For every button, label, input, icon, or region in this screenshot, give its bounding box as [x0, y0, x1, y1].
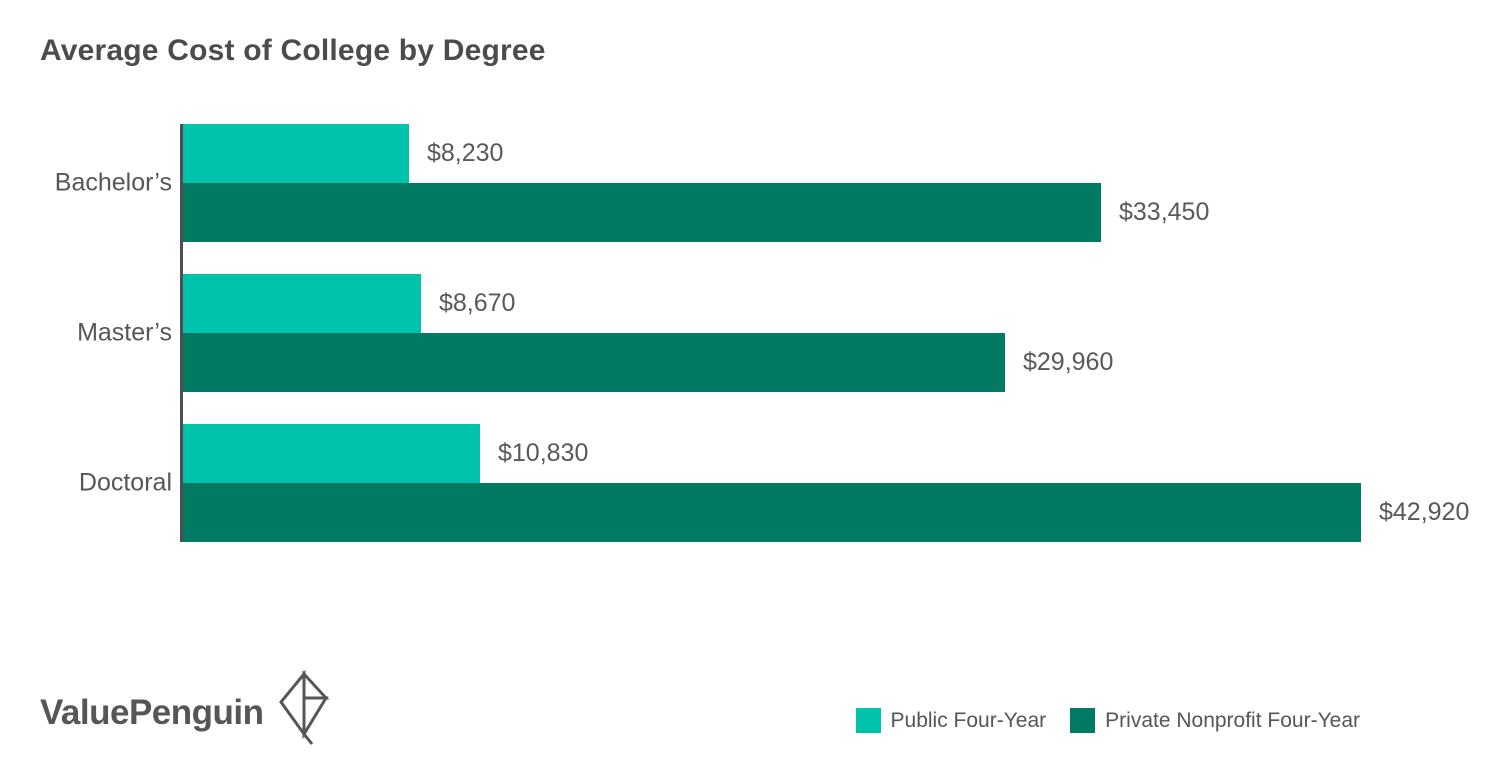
bar-masters-private: $29,960 [183, 333, 1113, 392]
bar-doctoral-private: $42,920 [183, 483, 1469, 542]
category-label-bachelors: Bachelor’s [54, 168, 172, 197]
valuepenguin-wordmark: ValuePenguin [40, 693, 264, 732]
bar-masters-public: $8,670 [183, 274, 515, 333]
chart-title: Average Cost of College by Degree [40, 34, 546, 67]
category-label-doctoral: Doctoral [78, 468, 172, 497]
valuepenguin-logo: ValuePenguin [40, 669, 332, 750]
legend-label-public: Public Four-Year [890, 708, 1047, 732]
bar-doctoral-public: $10,830 [183, 424, 588, 483]
legend-item-public: Public Four-Year [855, 708, 1047, 733]
value-label-bachelors-private: $33,450 [1119, 198, 1210, 226]
legend: Public Four-Year Private Nonprofit Four-… [855, 708, 1360, 733]
legend-swatch-public-icon [855, 708, 881, 733]
y-axis-line [180, 124, 183, 542]
value-label-doctoral-public: $10,830 [498, 439, 589, 467]
bar-bachelors-private: $33,450 [183, 183, 1209, 242]
legend-item-private: Private Nonprofit Four-Year [1070, 708, 1360, 733]
legend-swatch-private-icon [1070, 708, 1096, 733]
legend-label-private: Private Nonprofit Four-Year [1105, 708, 1360, 732]
value-label-bachelors-public: $8,230 [427, 139, 504, 167]
valuepenguin-diamond-icon [276, 669, 332, 751]
value-label-masters-private: $29,960 [1023, 348, 1114, 376]
bar-bachelors-public: $8,230 [183, 124, 503, 183]
value-label-doctoral-private: $42,920 [1379, 498, 1470, 526]
value-label-masters-public: $8,670 [439, 289, 516, 317]
category-label-masters: Master’s [77, 318, 172, 347]
